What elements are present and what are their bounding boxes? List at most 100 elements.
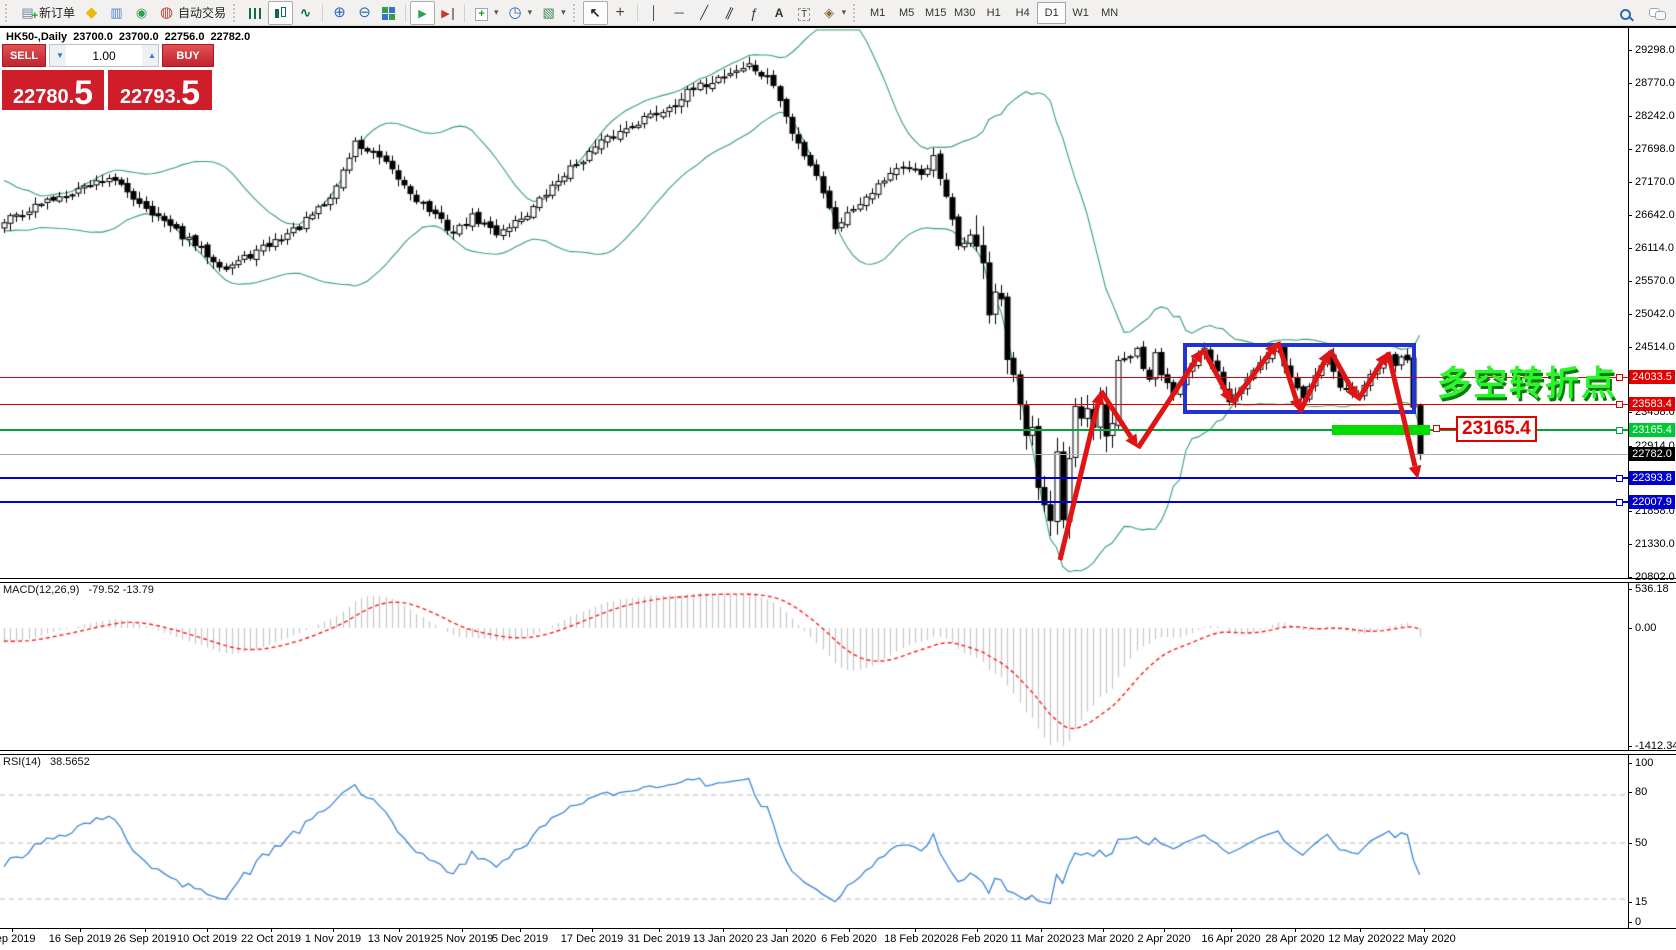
periods-dropdown[interactable]: ▾	[503, 1, 537, 25]
resistance-line-23583-handle[interactable]	[1616, 401, 1623, 408]
date-tick-mark	[1041, 928, 1042, 932]
zoom-in-button[interactable]	[327, 1, 352, 25]
timeframe-button-w1[interactable]: W1	[1072, 6, 1089, 19]
resistance-line-23583[interactable]	[0, 404, 1628, 405]
buy-price-display[interactable]: 22793. 5	[108, 70, 212, 110]
chart-shift-button[interactable]	[435, 1, 460, 25]
timeframe-button-m30[interactable]: M30	[953, 6, 976, 19]
date-axis-line	[0, 928, 1676, 929]
date-tick-mark	[333, 928, 334, 932]
support-level-label[interactable]: 23165.4	[1456, 416, 1537, 442]
volume-decrease-button[interactable]: ▼	[50, 45, 66, 66]
date-tick-mark	[145, 928, 146, 932]
price-tick-label: 25570.0	[1635, 275, 1675, 287]
date-tick-mark	[207, 928, 208, 932]
date-tick-mark	[723, 928, 724, 932]
shapes-icon	[821, 5, 838, 21]
ohlc-low: 22756.0	[164, 31, 205, 43]
indicator-tick-label: 0.00	[1635, 622, 1657, 634]
support-line-22393-handle[interactable]	[1616, 475, 1623, 482]
date-tick-label: 23 Jan 2020	[755, 933, 817, 945]
chevron-down-icon: ▾	[527, 7, 533, 17]
current-price-line[interactable]	[0, 454, 1628, 455]
auto-scroll-button[interactable]	[410, 0, 436, 25]
text-label-button[interactable]	[792, 1, 817, 25]
autotrade-button[interactable]: 自动交易	[154, 1, 230, 25]
rsi-indicator-label: RSI(14) 38.5652	[3, 756, 96, 768]
indicator-tick-mark	[1628, 746, 1632, 747]
indicator-tick-mark	[1628, 628, 1632, 629]
trendline-button[interactable]	[692, 1, 717, 25]
text-button[interactable]	[767, 1, 792, 25]
channel-button[interactable]	[717, 1, 742, 25]
chat-button[interactable]	[1645, 1, 1670, 25]
vertical-line-button[interactable]	[642, 1, 667, 25]
zoom-out-icon	[356, 5, 373, 21]
timeframe-button-h4[interactable]: H4	[1015, 6, 1030, 19]
timeframe-button-mn[interactable]: MN	[1101, 6, 1119, 19]
volume-input[interactable]	[66, 45, 142, 66]
templates-dropdown[interactable]: ▾	[536, 1, 570, 25]
new-order-button[interactable]: 新订单	[15, 1, 79, 25]
fibonacci-button[interactable]	[742, 1, 767, 25]
date-tick-label: 25 Nov 2019	[430, 933, 494, 945]
sell-price-display[interactable]: 22780. 5	[2, 70, 104, 110]
price-tick-mark	[1628, 446, 1632, 447]
support-line-23165-handle[interactable]	[1616, 427, 1623, 434]
tile-windows-button[interactable]	[377, 1, 401, 25]
zoom-out-button[interactable]	[352, 1, 377, 25]
indicators-dropdown[interactable]: ▾	[469, 1, 503, 25]
channel-icon	[718, 2, 740, 24]
date-tick-label: 26 Sep 2019	[113, 933, 177, 945]
support-zone-bar-annotation[interactable]	[1332, 425, 1430, 435]
tile-windows-icon	[381, 4, 398, 21]
macd-panel-separator[interactable]	[0, 578, 1676, 583]
indicator-tick-mark	[1628, 763, 1632, 764]
crosshair-button[interactable]	[608, 1, 633, 25]
horizontal-line-button[interactable]	[667, 1, 692, 25]
bar-chart-button[interactable]	[243, 1, 268, 25]
search-icon	[1619, 7, 1631, 20]
date-tick-label: 23 Mar 2020	[1072, 933, 1134, 945]
timeframe-button-h1[interactable]: H1	[986, 6, 1001, 19]
support-line-23165[interactable]	[0, 429, 1628, 431]
turning-point-text-annotation[interactable]: 多空转折点	[1437, 365, 1617, 403]
rsi-panel-separator[interactable]	[0, 750, 1676, 755]
shapes-dropdown[interactable]: ▾	[817, 1, 851, 25]
resistance-line-24033-handle[interactable]	[1616, 374, 1623, 381]
toolbar-separator	[322, 3, 324, 22]
price-tick-mark	[1628, 215, 1632, 216]
candlestick-chart-button[interactable]	[268, 0, 294, 25]
support-line-22393[interactable]	[0, 477, 1628, 479]
date-tick-label: Sep 2019	[0, 933, 36, 945]
trade-panel-prices: 22780. 5 22793. 5	[2, 70, 214, 110]
cursor-button[interactable]	[582, 0, 608, 25]
support-line-22007[interactable]	[0, 501, 1628, 503]
zoom-in-icon	[331, 5, 348, 21]
price-tick-mark	[1628, 182, 1632, 183]
date-tick-label: 13 Nov 2019	[367, 933, 431, 945]
price-tick-mark	[1628, 116, 1632, 117]
consolidation-rectangle-annotation[interactable]	[1183, 343, 1416, 414]
sell-button[interactable]: SELL	[2, 44, 46, 67]
buy-button[interactable]: BUY	[162, 44, 214, 67]
price-badge-24033-5: 24033.5	[1629, 370, 1675, 384]
line-chart-button[interactable]	[293, 1, 318, 25]
metaeditor-button[interactable]	[79, 1, 104, 25]
date-tick-label: 5 Dec 2019	[491, 933, 549, 945]
price-tick-label: 25042.0	[1635, 308, 1675, 320]
indicator-tick-mark	[1628, 589, 1632, 590]
timeframe-button-d1[interactable]: D1	[1037, 1, 1067, 24]
timeframe-button-m5[interactable]: M5	[899, 6, 915, 19]
resistance-line-24033[interactable]	[0, 377, 1628, 378]
price-tick-label: 26642.0	[1635, 209, 1675, 221]
date-tick-label: 22 May 2020	[1392, 933, 1456, 945]
market-watch-button[interactable]	[104, 1, 129, 25]
search-button[interactable]	[1615, 1, 1635, 25]
price-tick-mark	[1628, 347, 1632, 348]
support-line-22007-handle[interactable]	[1616, 499, 1623, 506]
timeframe-button-m15[interactable]: M15	[924, 6, 947, 19]
volume-increase-button[interactable]: ▲	[142, 45, 158, 66]
timeframe-button-m1[interactable]: M1	[870, 6, 886, 19]
signals-button[interactable]	[129, 1, 154, 25]
